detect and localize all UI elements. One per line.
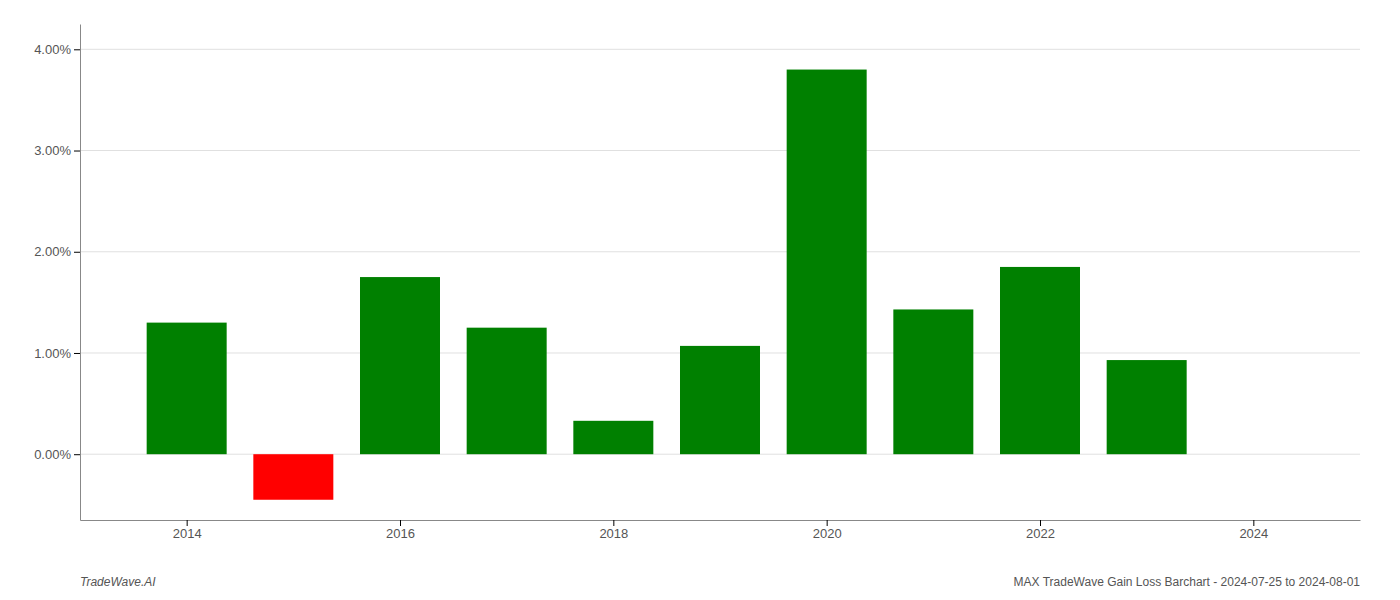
x-tick-label: 2014 — [173, 526, 202, 541]
y-tick-label: 1.00% — [34, 346, 71, 361]
bar — [680, 346, 760, 454]
grid-line — [80, 251, 1360, 252]
bars — [147, 70, 1187, 500]
x-tick-label: 2018 — [599, 526, 628, 541]
bar — [147, 323, 227, 455]
bar — [573, 421, 653, 454]
y-tick-mark — [74, 353, 80, 354]
bar — [1000, 267, 1080, 454]
y-tick-label: 2.00% — [34, 244, 71, 259]
x-tick: 2024 — [1239, 520, 1268, 541]
y-axis-line — [80, 25, 81, 521]
bar — [467, 328, 547, 455]
x-tick: 2018 — [599, 520, 628, 541]
x-tick: 2016 — [386, 520, 415, 541]
y-tick-mark — [74, 49, 80, 50]
bar — [787, 70, 867, 455]
y-tick-label: 0.00% — [34, 447, 71, 462]
y-tick-mark — [74, 454, 80, 455]
y-tick-label: 3.00% — [34, 143, 71, 158]
x-tick-mark — [400, 520, 401, 526]
x-tick-mark — [613, 520, 614, 526]
x-tick-label: 2016 — [386, 526, 415, 541]
bar — [1107, 360, 1187, 454]
x-axis: 2014 2016 2018 2020 2022 2024 — [81, 520, 1361, 541]
y-tick: 3.00% — [34, 143, 80, 158]
x-axis-line — [81, 520, 1361, 521]
x-tick-mark — [827, 520, 828, 526]
bar — [360, 277, 440, 454]
x-tick-label: 2022 — [1026, 526, 1055, 541]
y-tick-mark — [74, 151, 80, 152]
x-tick-label: 2024 — [1239, 526, 1268, 541]
y-tick: 4.00% — [34, 42, 80, 57]
bar — [253, 454, 333, 500]
y-tick: 0.00% — [34, 447, 80, 462]
chart: 0.00% 1.00% 2.00% 3.00% 4.00% 2014 2016 2018 202… — [0, 0, 1400, 600]
x-tick-mark — [1253, 520, 1254, 526]
x-tick-mark — [1040, 520, 1041, 526]
grid-line — [80, 150, 1360, 151]
y-axis: 0.00% 1.00% 2.00% 3.00% 4.00% — [34, 25, 80, 521]
plot: 0.00% 1.00% 2.00% 3.00% 4.00% 2014 2016 2018 202… — [34, 25, 1360, 542]
x-tick: 2022 — [1026, 520, 1055, 541]
y-tick-label: 4.00% — [34, 42, 71, 57]
bar — [893, 309, 973, 454]
footer-left: TradeWave.AI — [80, 575, 156, 589]
x-tick-mark — [187, 520, 188, 526]
grid — [80, 49, 1360, 454]
x-tick: 2020 — [813, 520, 842, 541]
y-tick: 1.00% — [34, 346, 80, 361]
footer-right: MAX TradeWave Gain Loss Barchart - 2024-… — [1014, 575, 1361, 589]
y-tick-mark — [74, 252, 80, 253]
y-tick: 2.00% — [34, 244, 80, 259]
grid-line — [80, 49, 1360, 50]
x-tick: 2014 — [173, 520, 202, 541]
x-tick-label: 2020 — [813, 526, 842, 541]
